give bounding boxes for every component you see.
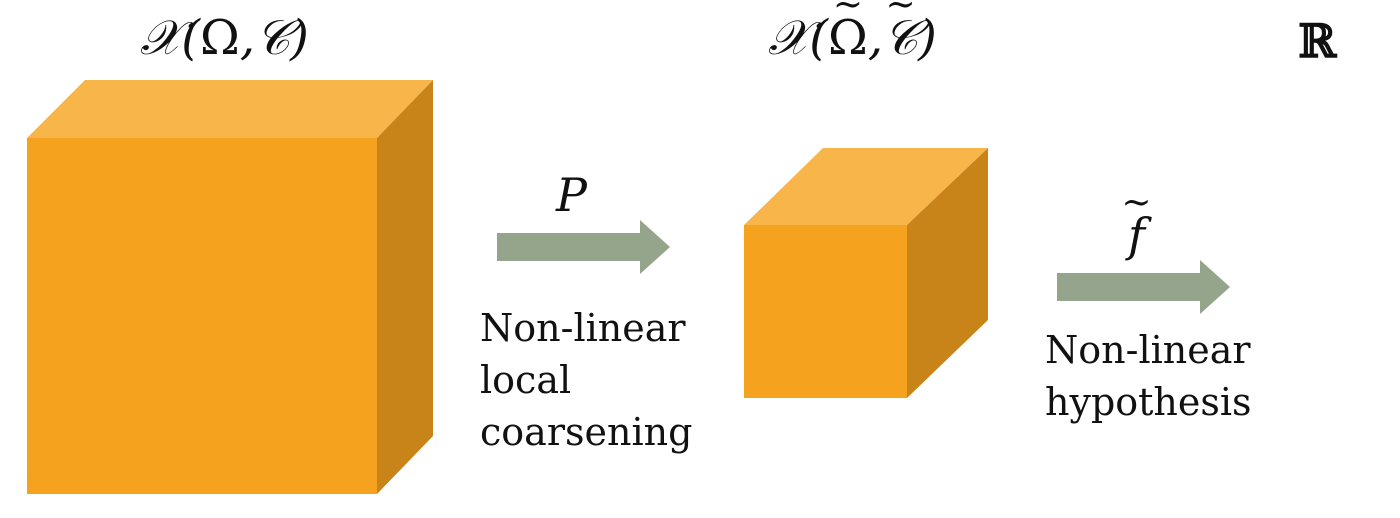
input-space-omega: Ω <box>200 10 240 66</box>
coarse-space-omega-tilde: ~ <box>832 0 863 25</box>
coarse-space-omega-group: Ω ~ <box>828 0 868 66</box>
coarse-space-suffix: ) <box>918 10 937 66</box>
input-space-suffix: ) <box>290 10 309 66</box>
coarse-space-comma: , <box>867 10 884 66</box>
input-space-prefix: 𝒳( <box>140 10 201 66</box>
map-f-caption-line-1: Non-linear <box>1045 328 1251 372</box>
map-p-caption-line-3: coarsening <box>480 410 693 454</box>
map-p-caption-line-1: Non-linear <box>480 306 686 350</box>
output-space-label: ℝ <box>1298 14 1337 68</box>
coarse-space-c: 𝒞 <box>883 10 919 66</box>
coarse-space-omega: Ω <box>828 10 868 66</box>
map-p-caption: Non-linear local coarsening <box>480 302 692 458</box>
coarsening-arrow <box>497 220 670 274</box>
map-f-group: f ~ <box>1121 182 1151 262</box>
coarse-space-c-tilde: ~ <box>885 0 916 25</box>
coarse-cube-side <box>907 148 988 398</box>
input-space-label: 𝒳(Ω,𝒞) <box>140 10 309 67</box>
input-space-c: 𝒞 <box>255 10 291 66</box>
coarse-space-prefix: 𝒳( <box>768 10 829 66</box>
hypothesis-arrow <box>1057 260 1230 314</box>
map-f-caption: Non-linear hypothesis <box>1045 324 1252 428</box>
map-f-tilde: ~ <box>1121 182 1152 223</box>
map-p-symbol: P <box>556 168 587 222</box>
map-p-caption-line-2: local <box>480 358 572 402</box>
input-cube <box>27 80 433 494</box>
map-f-letter: f <box>1128 208 1146 262</box>
input-space-comma: , <box>239 10 256 66</box>
input-cube-top <box>27 80 433 138</box>
input-cube-front <box>27 138 377 494</box>
map-f-caption-line-2: hypothesis <box>1045 380 1252 424</box>
coarse-cube <box>744 148 988 398</box>
coarse-cube-front <box>744 225 907 398</box>
coarse-space-label: 𝒳(Ω ~ ,𝒞 ~) <box>768 0 937 67</box>
coarse-space-c-group: 𝒞 ~ <box>883 0 919 67</box>
map-f-symbol: f ~ <box>1121 182 1151 262</box>
coarse-cube-top <box>744 148 988 225</box>
input-cube-side <box>377 80 433 494</box>
